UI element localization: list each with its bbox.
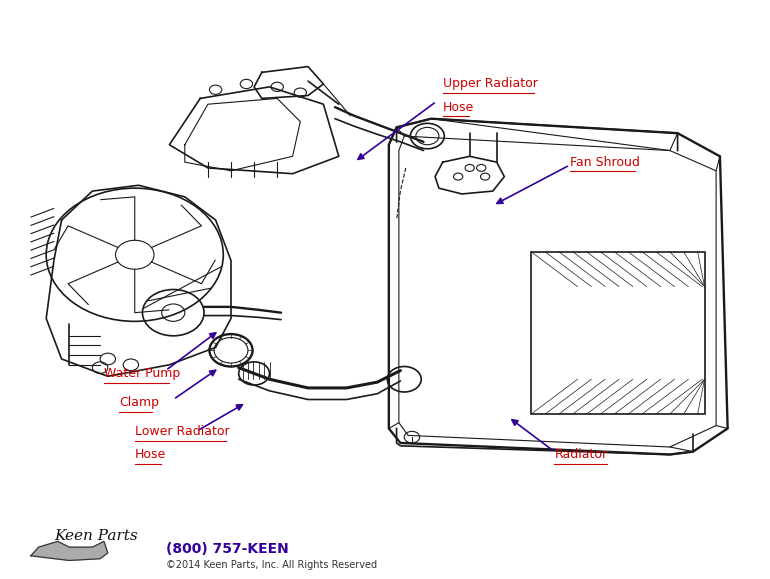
Text: Clamp: Clamp	[119, 396, 159, 409]
Text: (800) 757-KEEN: (800) 757-KEEN	[166, 542, 288, 556]
Text: Fan Shroud: Fan Shroud	[570, 156, 640, 168]
Polygon shape	[31, 541, 108, 560]
Text: Keen Parts: Keen Parts	[54, 529, 138, 543]
Text: Upper Radiator: Upper Radiator	[443, 78, 537, 90]
Text: Lower Radiator: Lower Radiator	[135, 425, 229, 438]
Text: Water Pump: Water Pump	[104, 367, 180, 380]
Text: ©2014 Keen Parts, Inc. All Rights Reserved: ©2014 Keen Parts, Inc. All Rights Reserv…	[166, 559, 377, 570]
Text: Hose: Hose	[135, 448, 166, 461]
Text: Radiator: Radiator	[554, 448, 608, 461]
Text: Hose: Hose	[443, 101, 474, 113]
